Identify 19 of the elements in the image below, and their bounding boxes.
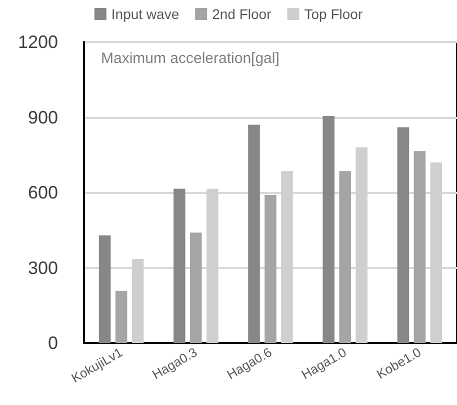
y-tick-label: 300 [28, 258, 58, 278]
bar [115, 290, 128, 343]
y-tick-label: 1200 [18, 32, 58, 52]
bar [98, 235, 111, 343]
legend-label: 2nd Floor [212, 6, 272, 22]
text: Maximum acceleration[gal] [101, 50, 280, 67]
bar [397, 127, 410, 343]
y-tick-label: 0 [48, 333, 58, 353]
y-tick-label: 900 [28, 107, 58, 128]
bar [322, 116, 334, 343]
bar [264, 195, 276, 343]
bar [248, 124, 260, 343]
bar [174, 188, 186, 343]
bar [339, 171, 351, 343]
y-tick-label: 600 [28, 182, 58, 202]
legend-label: Input wave [111, 6, 180, 22]
bar [414, 151, 426, 343]
legend-label: Top Floor [304, 6, 363, 22]
bar [190, 232, 202, 343]
